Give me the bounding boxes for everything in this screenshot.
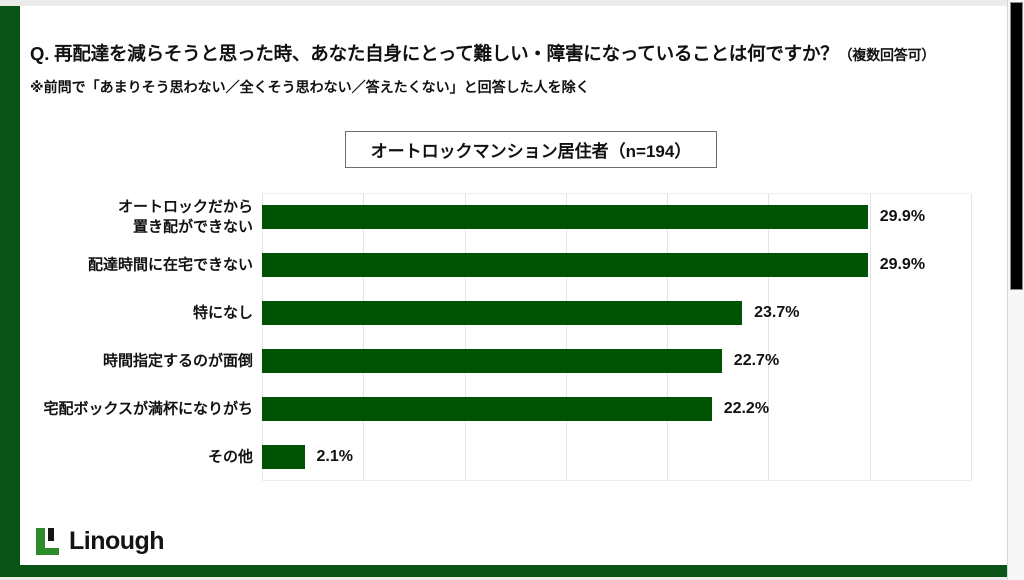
linough-logo: Linough	[34, 524, 165, 558]
gridline	[565, 194, 567, 480]
category-label: 宅配ボックスが満杯になりがち	[43, 400, 253, 418]
survey-question-title: Q. 再配達を減らそうと思った時、あなた自身にとって難しい・障害になっていること…	[30, 40, 990, 66]
linough-logo-text: Linough	[69, 526, 165, 555]
slide-left-accent-bar	[0, 6, 20, 577]
gridline	[869, 194, 871, 480]
linough-logo-icon	[36, 527, 59, 555]
bar	[262, 301, 743, 325]
chart-row: 特になし 23.7%	[0, 289, 1007, 337]
slide-bottom-accent-bar	[0, 565, 1008, 577]
scrollbar-track[interactable]	[1007, 0, 1024, 580]
bar	[262, 397, 712, 421]
chart-row: オートロックだから 置き配ができない 29.9%	[0, 193, 1007, 241]
scrollbar-thumb[interactable]	[1010, 2, 1023, 290]
bar	[262, 349, 722, 373]
category-label: 時間指定するのが面倒	[102, 352, 253, 370]
chart-group-label: オートロックマンション居住者（n=194）	[370, 142, 692, 161]
survey-filter-note: ※前問で「あまりそう思わない／全くそう思わない／答えたくない」と回答した人を除く	[30, 79, 590, 95]
category-label: その他	[207, 448, 253, 466]
survey-question-note: （複数回答可）	[838, 47, 936, 63]
chart-plot-area	[262, 193, 972, 481]
bar-chart: オートロックだから 置き配ができない 29.9% 配達時間に在宅できない 29.9% 特…	[0, 193, 1007, 481]
value-label: 2.1%	[316, 448, 353, 465]
bar	[262, 445, 305, 469]
value-label: 23.7%	[754, 304, 800, 321]
gridline	[768, 194, 770, 480]
chart-row: 宅配ボックスが満杯になりがち 22.2%	[0, 385, 1007, 433]
gridline	[667, 194, 669, 480]
gridline	[971, 194, 972, 480]
survey-question-text: Q. 再配達を減らそうと思った時、あなた自身にとって難しい・障害になっていること…	[30, 43, 839, 64]
category-label: 特になし	[192, 304, 253, 322]
chart-row: 時間指定するのが面倒 22.7%	[0, 337, 1007, 385]
gridline	[464, 194, 466, 480]
category-label: オートロックだから 置き配ができない	[117, 198, 253, 236]
category-label: 配達時間に在宅できない	[87, 256, 253, 274]
chart-row: 配達時間に在宅できない 29.9%	[0, 241, 1007, 289]
chart-group-label-box: オートロックマンション居住者（n=194）	[345, 131, 717, 168]
slide: Q. 再配達を減らそうと思った時、あなた自身にとって難しい・障害になっていること…	[0, 6, 1008, 577]
chart-row: その他 2.1%	[0, 433, 1007, 481]
value-label: 29.9%	[879, 256, 926, 273]
value-label: 22.2%	[723, 400, 770, 417]
gridline	[363, 194, 365, 480]
bar	[262, 253, 868, 277]
value-label: 29.9%	[879, 208, 926, 225]
bar	[262, 205, 868, 229]
value-label: 22.7%	[733, 352, 780, 369]
gridline	[262, 194, 263, 480]
